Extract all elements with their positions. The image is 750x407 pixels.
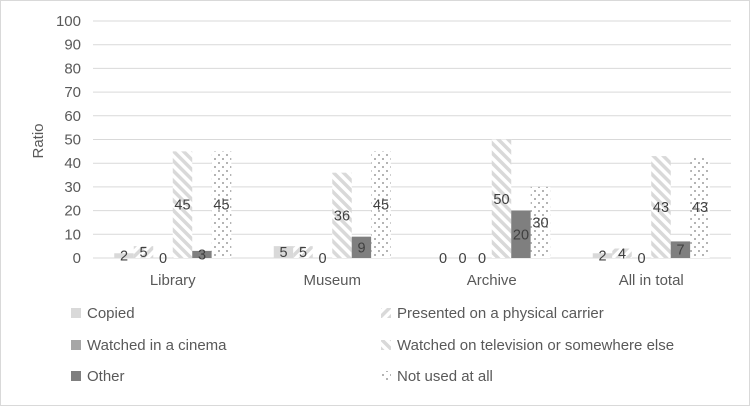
bar bbox=[670, 241, 691, 258]
bar bbox=[371, 151, 391, 258]
legend-swatch bbox=[71, 308, 81, 318]
data-label: 0 bbox=[637, 251, 645, 267]
data-label: 2 bbox=[598, 249, 606, 265]
data-label: 30 bbox=[532, 215, 548, 231]
x-category-label: Museum bbox=[303, 272, 361, 289]
y-axis-ticks: 0 10 20 30 40 50 60 70 80 90 100 bbox=[56, 13, 81, 267]
y-tick-label: 80 bbox=[64, 60, 81, 77]
data-label: 4 bbox=[618, 246, 626, 262]
x-category-label: Archive bbox=[467, 272, 517, 289]
data-label: 0 bbox=[458, 251, 466, 267]
data-label: 45 bbox=[174, 198, 190, 214]
data-label: 20 bbox=[513, 227, 529, 243]
legend-swatch bbox=[381, 371, 391, 381]
legend-label: Presented on a physical carrier bbox=[397, 305, 604, 322]
bar bbox=[690, 156, 710, 258]
data-label: 5 bbox=[279, 245, 287, 261]
data-label: 43 bbox=[692, 200, 708, 216]
bar bbox=[651, 156, 671, 258]
legend-swatch bbox=[71, 371, 81, 381]
data-label: 36 bbox=[334, 208, 350, 224]
data-label: 50 bbox=[493, 192, 509, 208]
legend: Copied Presented on a physical carrier Wat… bbox=[71, 305, 674, 385]
data-label: 7 bbox=[676, 243, 684, 259]
y-tick-label: 70 bbox=[64, 84, 81, 101]
legend-swatch bbox=[381, 308, 391, 318]
data-label: 0 bbox=[439, 251, 447, 267]
data-label: 45 bbox=[213, 198, 229, 214]
bar bbox=[192, 250, 212, 258]
legend-swatch bbox=[71, 340, 81, 350]
bar bbox=[351, 236, 372, 258]
legend-label: Not used at all bbox=[397, 368, 493, 385]
data-label: 5 bbox=[139, 245, 147, 261]
x-category-label: All in total bbox=[619, 272, 684, 289]
legend-label: Other bbox=[87, 368, 125, 385]
y-tick-label: 90 bbox=[64, 37, 81, 54]
data-label: 0 bbox=[318, 251, 326, 267]
bar bbox=[273, 246, 294, 258]
legend-label: Copied bbox=[87, 305, 135, 322]
data-label: 9 bbox=[357, 240, 365, 256]
data-label: 2 bbox=[120, 249, 128, 265]
legend-swatch bbox=[381, 340, 391, 350]
y-tick-label: 0 bbox=[73, 250, 81, 267]
legend-label: Watched in a cinema bbox=[87, 337, 227, 354]
data-label: 0 bbox=[159, 251, 167, 267]
bar bbox=[172, 151, 193, 258]
y-axis-title: Ratio bbox=[30, 123, 47, 158]
bar bbox=[133, 246, 154, 258]
y-tick-label: 60 bbox=[64, 108, 81, 125]
bar bbox=[491, 139, 512, 258]
bar bbox=[612, 248, 632, 258]
y-tick-label: 50 bbox=[64, 132, 81, 149]
data-label: 3 bbox=[198, 247, 206, 263]
bar bbox=[332, 172, 352, 258]
x-category-label: Library bbox=[150, 272, 196, 289]
bar bbox=[592, 253, 613, 258]
data-label: 45 bbox=[373, 198, 389, 214]
bar bbox=[114, 253, 134, 258]
data-label: 43 bbox=[653, 200, 669, 216]
x-axis-categories: Library Museum Archive All in total bbox=[150, 272, 684, 289]
y-tick-label: 40 bbox=[64, 155, 81, 172]
y-tick-label: 10 bbox=[64, 226, 81, 243]
y-tick-label: 20 bbox=[64, 203, 81, 220]
data-label: 0 bbox=[478, 251, 486, 267]
bar bbox=[293, 246, 313, 258]
y-tick-label: 100 bbox=[56, 13, 81, 30]
y-tick-label: 30 bbox=[64, 179, 81, 196]
data-label: 5 bbox=[299, 245, 307, 261]
bar bbox=[511, 210, 531, 258]
bars bbox=[114, 139, 710, 258]
bar bbox=[530, 186, 551, 258]
bar bbox=[211, 151, 232, 258]
gridlines bbox=[93, 20, 731, 259]
legend-label: Watched on television or somewhere else bbox=[397, 337, 674, 354]
